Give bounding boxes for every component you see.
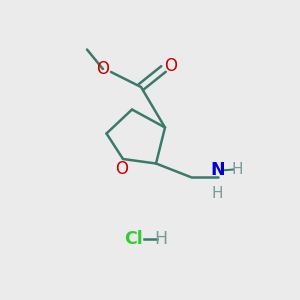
Text: O: O — [115, 160, 128, 178]
Text: N: N — [210, 161, 225, 179]
Text: O: O — [164, 57, 178, 75]
Text: O: O — [96, 60, 110, 78]
Text: Cl: Cl — [124, 230, 143, 247]
Text: H: H — [212, 186, 223, 201]
Text: H: H — [154, 230, 167, 247]
Text: H: H — [231, 162, 243, 177]
